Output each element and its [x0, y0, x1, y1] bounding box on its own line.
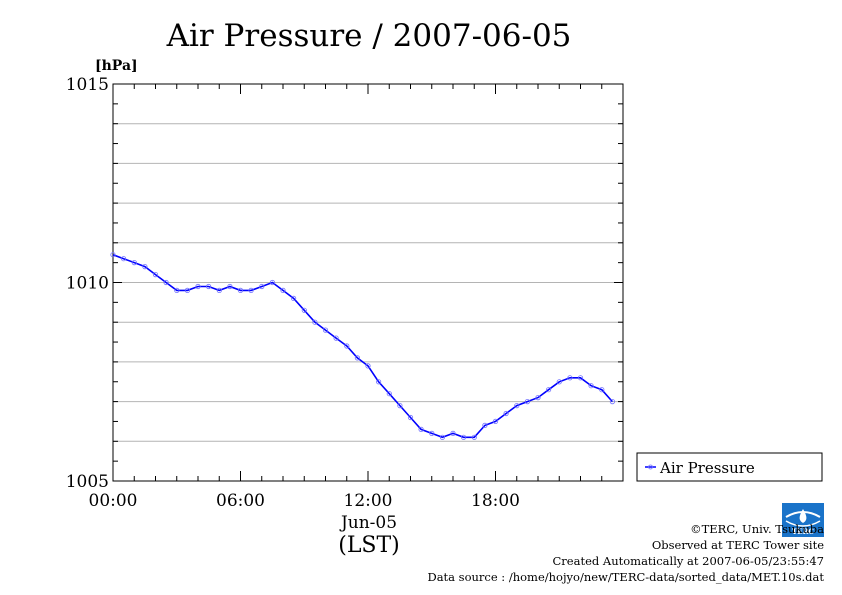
- data-point: [567, 375, 573, 381]
- data-point: [556, 379, 562, 385]
- logo-text: TERC: [792, 527, 814, 536]
- data-point: [163, 279, 169, 286]
- data-point: [227, 283, 233, 290]
- data-point: [131, 259, 137, 266]
- x-tick-label: 06:00: [216, 491, 265, 511]
- data-point: [418, 426, 424, 432]
- y-tick-labels: 1015 1010 1005: [66, 75, 109, 492]
- data-point: [524, 398, 531, 405]
- x-axis-label: (LST): [338, 533, 400, 558]
- data-point: [386, 391, 392, 397]
- created-text: Created Automatically at 2007-06-05/23:5…: [552, 554, 825, 568]
- legend-box: [636, 452, 823, 482]
- data-point: [545, 387, 552, 393]
- grid-lines: [113, 123, 623, 442]
- x-axis-date-label: Jun-05: [339, 513, 397, 533]
- y-tick-label: 1010: [66, 274, 109, 294]
- data-point: [216, 287, 222, 293]
- axis-ticks: [112, 83, 624, 482]
- data-point: [333, 335, 339, 341]
- x-tick-label: 00:00: [89, 491, 138, 511]
- data-point: [322, 327, 329, 333]
- data-point: [471, 434, 477, 440]
- data-point: [301, 307, 307, 313]
- data-point: [269, 279, 275, 286]
- copyright-text: ©TERC, Univ. Tsukuba: [690, 522, 824, 536]
- y-tick-label: 1005: [66, 472, 109, 492]
- data-point: [503, 410, 509, 417]
- data-point: [290, 295, 297, 301]
- data-point: [237, 287, 244, 293]
- data-point: [375, 379, 382, 385]
- data-point: [259, 283, 265, 290]
- data-point: [110, 252, 116, 258]
- x-tick-labels: 00:00 06:00 12:00 18:00: [89, 491, 521, 511]
- data-point: [174, 287, 180, 293]
- legend: Air Pressure: [636, 452, 823, 482]
- data-point: [354, 355, 360, 361]
- data-point: [280, 287, 286, 293]
- x-tick-label: 12:00: [344, 491, 393, 511]
- data-point: [312, 319, 318, 325]
- data-point: [344, 343, 350, 349]
- data-point: [152, 271, 159, 278]
- y-tick-label: 1015: [66, 75, 109, 95]
- legend-label: Air Pressure: [659, 459, 755, 477]
- x-tick-label: 18:00: [471, 491, 520, 511]
- data-point: [514, 402, 520, 409]
- data-point: [184, 287, 190, 293]
- data-point: [460, 434, 467, 440]
- data-point: [535, 394, 541, 401]
- terc-logo: TERC: [782, 503, 824, 537]
- data-source-text: Data source : /home/hojyo/new/TERC-data/…: [427, 570, 824, 584]
- observed-text: Observed at TERC Tower site: [651, 538, 824, 552]
- data-point: [492, 418, 499, 424]
- y-axis-unit-label: [hPa]: [95, 58, 138, 74]
- data-point: [609, 398, 616, 405]
- data-point: [588, 383, 594, 389]
- data-point: [450, 430, 456, 436]
- series-air-pressure: [110, 252, 616, 440]
- chart-title: Air Pressure / 2007-06-05: [166, 18, 572, 54]
- data-point: [599, 387, 605, 393]
- data-point: [142, 263, 148, 270]
- data-point: [577, 375, 584, 381]
- data-point: [429, 430, 435, 436]
- data-point: [195, 283, 201, 290]
- data-point: [397, 402, 403, 409]
- data-point: [365, 363, 371, 369]
- data-point: [439, 434, 445, 440]
- legend-marker: [648, 464, 653, 470]
- data-point: [121, 256, 127, 262]
- data-point: [407, 414, 414, 421]
- data-point: [206, 283, 212, 290]
- credits-block: ©TERC, Univ. Tsukuba Observed at TERC To…: [427, 521, 824, 585]
- data-point: [482, 422, 488, 428]
- data-point: [248, 287, 254, 293]
